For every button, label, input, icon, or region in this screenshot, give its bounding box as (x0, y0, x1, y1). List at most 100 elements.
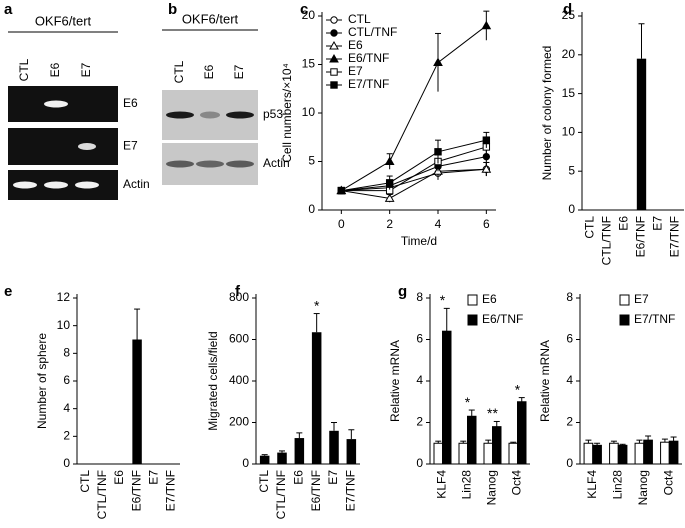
bar (433, 442, 443, 465)
y-tick-label: 12 (57, 290, 71, 304)
y-tick-label: 0 (568, 202, 575, 216)
y-tick-label: 15 (302, 57, 316, 71)
y-tick-label: 400 (229, 373, 249, 387)
band (166, 160, 194, 168)
bar (277, 452, 287, 464)
y-tick-label: 4 (566, 373, 573, 387)
significance: ** (487, 405, 498, 421)
y-tick-label: 2 (566, 415, 573, 429)
x-tick-label: E7 (326, 470, 340, 485)
y-axis-label: Migrated cells/field (206, 331, 220, 430)
x-tick-label: Lin28 (460, 470, 474, 500)
y-axis-label: Relative mRNA (388, 340, 402, 422)
band (196, 160, 224, 168)
marker (329, 40, 339, 50)
marker (330, 29, 338, 37)
y-tick-label: 25 (562, 8, 576, 22)
y-tick-label: 4 (63, 401, 70, 415)
y-tick-label: 8 (416, 290, 423, 304)
x-tick-label: E6 (112, 470, 126, 485)
x-tick-label: CTL (257, 470, 271, 493)
x-tick-label: Oct4 (661, 470, 675, 496)
lane-label: E6 (48, 62, 62, 77)
x-tick-label: Nanog (636, 470, 650, 505)
bar (311, 332, 322, 464)
y-tick-label: 10 (302, 105, 316, 119)
y-tick-label: 2 (63, 429, 70, 443)
lane-label: CTL (17, 58, 31, 81)
x-tick-label: E7 (651, 216, 665, 231)
y-tick-label: 200 (229, 415, 249, 429)
y-tick-label: 5 (308, 154, 315, 168)
x-tick-label: Oct4 (510, 470, 524, 496)
x-tick-label: Nanog (485, 470, 499, 505)
y-axis-label: Cell numbers/×10⁴ (280, 63, 294, 163)
x-tick-label: E7/TNF (164, 470, 178, 511)
y-axis-label: Number of sphere (35, 333, 49, 429)
lane-label: E6 (202, 64, 216, 79)
band (226, 111, 254, 119)
blot-title: OKF6/tert (35, 13, 92, 28)
significance: * (440, 292, 446, 308)
marker (384, 193, 395, 202)
blot-strip (8, 128, 118, 165)
bar (668, 440, 679, 465)
panel-label: b (168, 1, 177, 18)
bar (492, 426, 502, 465)
row-label: E7 (123, 139, 138, 153)
x-axis-label: Time/d (401, 234, 437, 248)
y-tick-label: 2 (416, 415, 423, 429)
row-label: Actin (123, 177, 150, 191)
x-tick-label: 6 (483, 217, 490, 231)
bar (643, 439, 653, 465)
x-tick-label: KLF4 (435, 470, 449, 499)
bar (508, 442, 518, 465)
x-tick-label: E7/TNF (344, 470, 358, 511)
legend-label: E7/TNF (634, 312, 675, 326)
panel-label: a (4, 1, 13, 18)
bar (467, 415, 477, 465)
bar (329, 430, 339, 464)
panel-label: e (4, 283, 12, 300)
x-tick-label: CTL/TNF (95, 470, 109, 519)
band (44, 100, 68, 108)
marker (330, 16, 338, 24)
marker (481, 164, 492, 173)
x-tick-label: E6/TNF (129, 470, 143, 511)
x-tick-label: E6/TNF (634, 216, 648, 257)
series-line (341, 146, 487, 192)
legend-swatch (467, 294, 478, 306)
band (75, 181, 99, 189)
series-line (341, 139, 487, 192)
panel-label: c (300, 1, 308, 18)
y-tick-label: 8 (566, 290, 573, 304)
bar (660, 441, 670, 465)
bar (294, 438, 305, 464)
x-tick-label: E6 (617, 216, 631, 231)
legend-swatch (619, 294, 630, 306)
y-tick-label: 10 (57, 318, 71, 332)
x-tick-label: 2 (386, 217, 393, 231)
y-tick-label: 0 (566, 456, 573, 470)
row-label: E6 (123, 96, 138, 110)
band (44, 181, 68, 189)
band (78, 143, 96, 150)
y-tick-label: 0 (242, 456, 249, 470)
y-tick-label: 5 (568, 163, 575, 177)
x-tick-label: E7/TNF (668, 216, 682, 257)
row-label: p53 (263, 107, 283, 121)
x-tick-label: E6 (292, 470, 306, 485)
legend-label: E6 (348, 38, 363, 52)
legend-label: E7 (348, 64, 363, 78)
lane-label: E7 (79, 62, 93, 77)
y-tick-label: 4 (416, 373, 423, 387)
bar (132, 339, 142, 464)
marker (481, 20, 492, 30)
y-axis-label: Number of colony formed (540, 46, 554, 181)
legend-swatch (467, 314, 478, 326)
marker (385, 179, 394, 187)
legend-label: E6 (482, 292, 497, 306)
bar (346, 439, 357, 464)
bar (583, 442, 594, 465)
y-axis-label: Relative mRNA (538, 340, 552, 422)
